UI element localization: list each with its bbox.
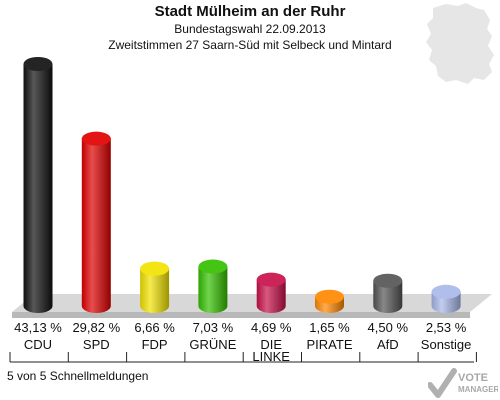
bar-die-linke (256, 272, 286, 313)
bars-group (23, 57, 461, 313)
value-label: 4,50 % (368, 320, 409, 335)
bar-fdp (140, 261, 170, 313)
chart-floor (12, 294, 492, 318)
chart-title: Stadt Mülheim an der Ruhr (154, 3, 346, 20)
checkmark-icon (428, 368, 457, 398)
value-label: 4,69 % (251, 320, 292, 335)
category-axis (9, 352, 477, 363)
chart-subtitle: Bundestagswahl 22.09.2013 (174, 22, 326, 36)
category-label: PIRATE (307, 337, 353, 352)
logo-text-manager: MANAGER (458, 385, 498, 394)
category-label: SPD (83, 337, 110, 352)
bar-afd (373, 273, 403, 313)
labels-group: 43,13 % CDU 29,82 % SPD 6,66 % FDP 7,03 % GRÜNE… (9, 320, 477, 364)
chart-subtitle-2: Zweitstimmen 27 Saarn-Süd mit Selbeck un… (108, 38, 392, 52)
germany-map-silhouette (426, 3, 494, 84)
category-label: GRÜNE (189, 337, 236, 352)
logo-text-vote: VOTE (458, 372, 488, 384)
value-label: 6,66 % (134, 320, 175, 335)
value-label: 1,65 % (309, 320, 350, 335)
category-label: DIE LINKE (252, 337, 290, 364)
category-label: AfD (377, 337, 399, 352)
footer-text: 5 von 5 Schnellmeldungen (7, 369, 149, 383)
value-label: 29,82 % (72, 320, 120, 335)
bar-sonstige (431, 284, 461, 313)
bar-gruene (198, 259, 228, 313)
category-label: FDP (142, 337, 168, 352)
bar-spd (81, 131, 111, 313)
category-label: Sonstige (421, 337, 472, 352)
floor-front (12, 312, 470, 318)
value-label: 7,03 % (193, 320, 234, 335)
bar-cdu (23, 57, 53, 313)
value-label: 2,53 % (426, 320, 467, 335)
value-label: 43,13 % (14, 320, 62, 335)
vote-manager-logo: VOTE MANAGER (428, 368, 498, 398)
bar-pirate (315, 289, 344, 313)
floor-top (12, 294, 492, 312)
category-label: CDU (24, 337, 52, 352)
